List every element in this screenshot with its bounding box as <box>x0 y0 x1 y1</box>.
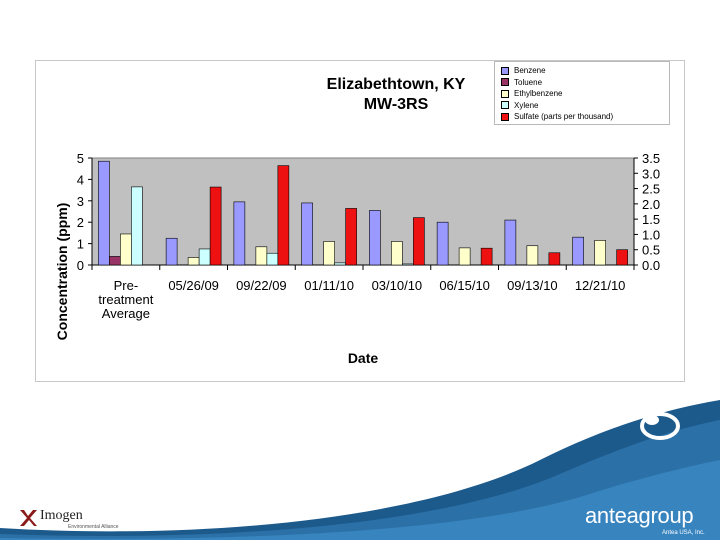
y-tick-label-right: 0.0 <box>642 258 660 273</box>
bar-xylene <box>131 186 143 266</box>
bar-benzene <box>369 210 381 266</box>
imogen-tagline: Environmental Alliance <box>68 524 119 530</box>
y-tick-label-left: 5 <box>77 151 84 166</box>
bar-toluene <box>109 256 121 266</box>
bar-sulfate <box>345 208 357 266</box>
footer-wave <box>0 400 720 540</box>
antea-copyright: Antea USA, Inc. <box>662 530 705 536</box>
imogen-logo: Imogen Environmental Alliance <box>18 508 119 530</box>
chart-title-line-2: MW-3RS <box>363 96 429 113</box>
chart-frame: 5 4 3 2 1 0 3.5 3.0 2.5 2.0 1.5 1.0 0.5 0.0 Concentrat… <box>35 60 685 382</box>
bar-xylene <box>334 262 346 266</box>
bar-sulfate <box>209 186 222 266</box>
x-tick-label: 09/13/10 <box>507 278 558 293</box>
y-tick-label-right: 1.0 <box>642 227 660 242</box>
imogen-x-icon <box>20 510 37 526</box>
bar-benzene <box>572 236 584 266</box>
legend-swatch <box>501 112 509 121</box>
bar-xylene <box>402 263 414 266</box>
bar-sulfate <box>413 217 425 266</box>
bar-benzene <box>436 221 449 266</box>
chart-legend: Benzene Toluene Ethylbenzene Xylene Sulfate … <box>494 61 670 125</box>
footer-band <box>0 400 720 540</box>
bar-sulfate <box>277 165 290 266</box>
y-tick-label-right: 3.0 <box>642 166 660 181</box>
y-tick-label-left: 1 <box>77 237 84 252</box>
legend-item: Benzene <box>501 65 663 77</box>
bar-ethylbenzene <box>594 240 606 266</box>
y-tick-label-left: 0 <box>77 258 84 273</box>
chart-title: Elizabethtown, KY MW-3RS <box>256 75 536 115</box>
bar-ethylbenzene <box>255 246 268 266</box>
bar-ethylbenzene <box>458 247 471 266</box>
bar-benzene <box>504 219 517 266</box>
bar-sulfate <box>480 247 493 266</box>
x-tick-label: treatment <box>98 292 153 307</box>
x-tick-label: 05/26/09 <box>168 278 219 293</box>
bar-xylene <box>198 248 211 266</box>
x-tick-label: Average <box>102 306 150 321</box>
x-tick-label: 09/22/09 <box>236 278 287 293</box>
x-axis-label: Date <box>348 350 379 366</box>
legend-label: Toluene <box>514 77 543 87</box>
bar-sulfate <box>548 252 561 266</box>
legend-label: Xylene <box>514 100 539 110</box>
bar-ethylbenzene <box>391 241 403 266</box>
y-tick-label-right: 2.0 <box>642 197 660 212</box>
y-tick-label-left: 3 <box>77 194 84 209</box>
bar-benzene <box>233 201 246 266</box>
x-tick-label: 01/11/10 <box>304 278 354 293</box>
y-tick-label-right: 3.5 <box>642 151 660 166</box>
legend-label: Benzene <box>514 66 546 76</box>
bar-benzene <box>301 202 313 266</box>
bar-sulfate <box>616 249 628 266</box>
bar-ethylbenzene <box>323 241 335 266</box>
legend-swatch <box>501 89 509 98</box>
legend-item: Ethylbenzene <box>501 88 663 100</box>
legend-swatch <box>501 66 509 75</box>
legend-swatch <box>501 78 509 87</box>
chart-svg: 5 4 3 2 1 0 3.53.02.52.01.51.00.50.0 Concentrat… <box>54 151 660 366</box>
y-tick-label-right: 0.5 <box>642 243 660 258</box>
legend-label: Ethylbenzene <box>514 89 563 99</box>
bar-benzene <box>98 160 110 266</box>
imogen-name: Imogen <box>40 508 83 523</box>
bar-ethylbenzene <box>526 245 539 266</box>
y-tick-label-left: 4 <box>77 172 84 187</box>
x-tick-label: Pre- <box>114 278 139 293</box>
bar-benzene <box>165 237 178 266</box>
bar-xylene <box>266 252 279 266</box>
legend-item: Xylene <box>501 100 663 112</box>
x-tick-label: 06/15/10 <box>439 278 490 293</box>
y-tick-label-right: 1.5 <box>642 212 660 227</box>
y-tick-label-right: 2.5 <box>642 182 660 197</box>
plot-area <box>91 157 635 266</box>
x-tick-label: 12/21/10 <box>575 278 626 293</box>
x-tick-label: 03/10/10 <box>372 278 423 293</box>
antea-swirl-icon <box>640 412 680 440</box>
legend-item: Toluene <box>501 77 663 89</box>
legend-swatch <box>501 101 509 110</box>
antea-logo-text: anteagroup <box>585 503 694 528</box>
bar-ethylbenzene <box>187 257 200 266</box>
y-axis-label: Concentration (ppm) <box>54 203 70 341</box>
bar-ethylbenzene <box>120 233 132 266</box>
legend-item: Sulfate (parts per thousand) <box>501 111 663 123</box>
legend-label: Sulfate (parts per thousand) <box>514 112 614 122</box>
chart-title-line-1: Elizabethtown, KY <box>326 76 466 93</box>
y-tick-label-left: 2 <box>77 215 84 230</box>
